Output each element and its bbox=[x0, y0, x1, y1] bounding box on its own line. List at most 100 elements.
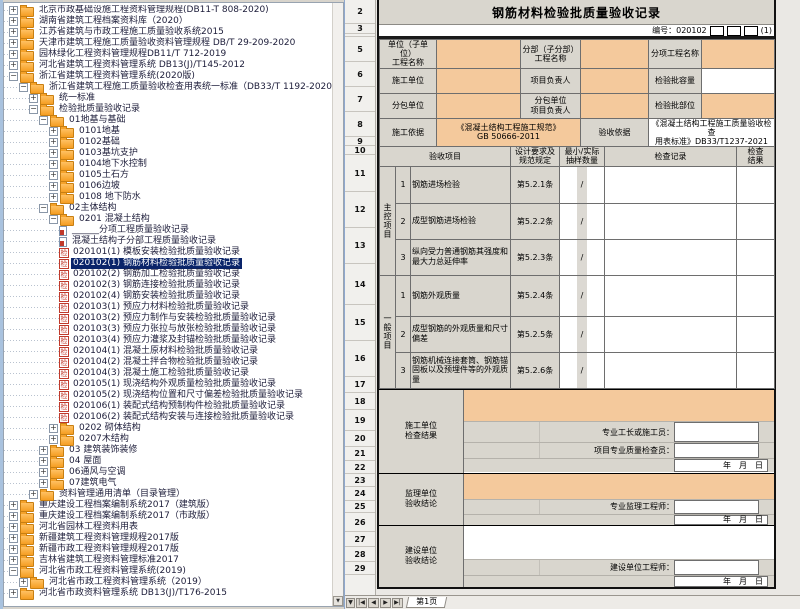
prev-sheet-button[interactable]: ◀ bbox=[368, 597, 379, 608]
sheet-scroll-down-button[interactable]: ▼ bbox=[346, 597, 355, 608]
project-manager-cell[interactable] bbox=[580, 67, 649, 94]
batch-location-cell[interactable] bbox=[701, 92, 775, 119]
tree-item[interactable]: ______分项工程质量验收记录 bbox=[4, 225, 333, 236]
expand-plus-toggle[interactable]: + bbox=[9, 588, 18, 598]
builder-date-cell[interactable]: 年 月 日 bbox=[674, 459, 768, 473]
expand-plus-toggle[interactable]: + bbox=[9, 533, 18, 543]
tree-item[interactable]: 检 020102(1) 钢筋材料检验批质量验收记录 bbox=[4, 258, 333, 269]
sampling-quantity-cell[interactable]: / bbox=[559, 274, 606, 317]
expand-plus-toggle[interactable]: + bbox=[9, 555, 18, 565]
tree-item[interactable]: + 新疆建筑工程资料管理规程2017版 bbox=[4, 532, 333, 545]
tree-item[interactable]: + 河北省建筑工程资料管理系统 DB13(J)/T145-2012 bbox=[4, 59, 333, 72]
owner-engineer-input[interactable] bbox=[674, 559, 759, 575]
check-record-cell[interactable] bbox=[604, 274, 738, 317]
tree-item[interactable]: 检 020102(4) 钢筋安装检验批质量验收记录 bbox=[4, 291, 333, 302]
expand-plus-toggle[interactable]: + bbox=[9, 16, 18, 26]
tree-item[interactable]: − 01地基与基础 bbox=[4, 114, 333, 127]
expand-plus-toggle[interactable]: + bbox=[39, 445, 48, 455]
expand-plus-toggle[interactable]: + bbox=[9, 511, 18, 521]
quality-inspector-input[interactable] bbox=[674, 443, 759, 459]
check-record-cell[interactable] bbox=[604, 202, 738, 240]
tree-item[interactable]: 混凝土结构子分部工程质量验收记录 bbox=[4, 236, 333, 247]
tree-item[interactable]: + 重庆建设工程档案编制系统2017（市政版） bbox=[4, 510, 333, 523]
collapse-minus-toggle[interactable]: − bbox=[49, 214, 58, 224]
tree-vertical-scrollbar[interactable]: ▼ bbox=[332, 3, 343, 606]
tree-item[interactable]: + 资料管理通用清单（目录管理） bbox=[4, 488, 333, 501]
tree-item[interactable]: +0207木结构 bbox=[4, 433, 333, 446]
collapse-minus-toggle[interactable]: − bbox=[9, 566, 18, 576]
tree-item[interactable]: 检 020103(4) 预应力灌浆及封锚检验批质量验收记录 bbox=[4, 335, 333, 346]
sheet-tab-page1[interactable]: 第1页 bbox=[405, 597, 448, 608]
tree-item[interactable]: − 浙江省建筑工程资料管理系统(2020版) bbox=[4, 70, 333, 83]
tree-item[interactable]: 检 020105(2) 现浇结构位置和尺寸偏差检验批质量验收记录 bbox=[4, 390, 333, 401]
tree-item[interactable]: 检 020103(2) 预应力制作与安装检验批质量验收记录 bbox=[4, 313, 333, 324]
batch-capacity-cell[interactable] bbox=[701, 67, 775, 94]
tree-item[interactable]: 检 020103(3) 预应力张拉与放张检验批质量验收记录 bbox=[4, 324, 333, 335]
tree-item[interactable]: 检 020104(3) 混凝土施工检验批质量验收记录 bbox=[4, 368, 333, 379]
tree-item[interactable]: +0101地基 bbox=[4, 125, 333, 138]
next-sheet-button[interactable]: ▶ bbox=[380, 597, 391, 608]
expand-plus-toggle[interactable]: + bbox=[49, 423, 58, 433]
tree-item[interactable]: 检 020101(1) 模板安装检验批质量验收记录 bbox=[4, 247, 333, 258]
tree-item[interactable]: +07建筑电气 bbox=[4, 477, 333, 490]
acceptance-basis-value[interactable]: 《混凝土结构工程施工质量验收检查 用表标准》DB33/T1237-2021 bbox=[648, 117, 775, 148]
tree-item[interactable]: +0105土石方 bbox=[4, 169, 333, 182]
expand-plus-toggle[interactable]: + bbox=[29, 489, 38, 499]
subitem-name-cell[interactable] bbox=[701, 39, 775, 69]
expand-plus-toggle[interactable]: + bbox=[9, 49, 18, 59]
collapse-minus-toggle[interactable]: − bbox=[29, 104, 38, 114]
expand-plus-toggle[interactable]: + bbox=[49, 170, 58, 180]
foreman-signature-input[interactable] bbox=[674, 422, 759, 443]
check-record-cell[interactable] bbox=[604, 165, 738, 204]
tree-item[interactable]: + 园林绿化工程资料管理规程DB11/T 712-2019 bbox=[4, 48, 333, 61]
collapse-minus-toggle[interactable]: − bbox=[39, 115, 48, 125]
tree-item[interactable]: +0104地下水控制 bbox=[4, 158, 333, 171]
expand-plus-toggle[interactable]: + bbox=[9, 27, 18, 37]
check-result-cell[interactable] bbox=[736, 165, 776, 204]
tree-item[interactable]: + 天津市建筑工程施工质量验收资料管理规程 DB/T 29-209-2020 bbox=[4, 37, 333, 50]
tree-item[interactable]: 检 020104(2) 混凝土拌合物检验批质量验收记录 bbox=[4, 357, 333, 368]
expand-plus-toggle[interactable]: + bbox=[49, 126, 58, 136]
owner-date-cell[interactable]: 年 月 日 bbox=[674, 575, 768, 587]
serial-digit-box[interactable] bbox=[726, 25, 741, 36]
tree-item[interactable]: +0202 砌体结构 bbox=[4, 422, 333, 435]
expand-plus-toggle[interactable]: + bbox=[9, 544, 18, 554]
collapse-minus-toggle[interactable]: − bbox=[19, 82, 28, 92]
contractor-cell[interactable] bbox=[436, 67, 521, 94]
expand-plus-toggle[interactable]: + bbox=[19, 577, 28, 587]
supervisor-date-cell[interactable]: 年 月 日 bbox=[674, 514, 768, 525]
supervisor-conclusion-cell[interactable] bbox=[464, 473, 774, 500]
expand-plus-toggle[interactable]: + bbox=[49, 192, 58, 202]
sampling-quantity-cell[interactable]: / bbox=[559, 165, 606, 204]
subcontractor-cell[interactable] bbox=[436, 92, 521, 119]
collapse-minus-toggle[interactable]: − bbox=[39, 203, 48, 213]
tree-item[interactable]: 检 020103(1) 预应力材料检验批质量验收记录 bbox=[4, 302, 333, 313]
tree-item[interactable]: − 02主体结构 bbox=[4, 202, 333, 215]
tree-item[interactable]: 检 020105(1) 现浇结构外观质量检验批质量验收记录 bbox=[4, 379, 333, 390]
tree-item[interactable]: 检 020102(3) 钢筋连接检验批质量验收记录 bbox=[4, 280, 333, 291]
builder-conclusion-cell[interactable] bbox=[464, 389, 774, 423]
expand-plus-toggle[interactable]: + bbox=[49, 148, 58, 158]
tree-item[interactable]: +03 建筑装饰装修 bbox=[4, 444, 333, 457]
check-record-cell[interactable] bbox=[604, 238, 738, 276]
expand-plus-toggle[interactable]: + bbox=[39, 478, 48, 488]
check-result-cell[interactable] bbox=[736, 315, 776, 353]
expand-plus-toggle[interactable]: + bbox=[9, 60, 18, 70]
tree-item[interactable]: − 0201 混凝土结构 bbox=[4, 213, 333, 226]
expand-plus-toggle[interactable]: + bbox=[9, 5, 18, 15]
construction-basis-value[interactable]: 《混凝土结构工程施工规范》 GB 50666-2011 bbox=[436, 117, 581, 148]
tree-item[interactable]: + 河北省市政资料管理系统 DB13(J)/T176-2015 bbox=[4, 587, 333, 600]
check-result-cell[interactable] bbox=[736, 238, 776, 276]
expand-plus-toggle[interactable]: + bbox=[29, 93, 38, 103]
tree-item[interactable]: + 吉林省建筑工程资料管理标准2017 bbox=[4, 554, 333, 567]
tree-item[interactable]: + 江苏省建筑与市政工程施工质量验收系统2015 bbox=[4, 26, 333, 39]
tree-item[interactable]: +04 屋面 bbox=[4, 455, 333, 468]
division-name-cell[interactable] bbox=[580, 39, 649, 69]
last-sheet-button[interactable]: ▶| bbox=[392, 597, 403, 608]
tree-item[interactable]: − 检验批质量验收记录 bbox=[4, 103, 333, 116]
expand-plus-toggle[interactable]: + bbox=[39, 456, 48, 466]
sampling-quantity-cell[interactable]: / bbox=[559, 315, 606, 353]
tree-item[interactable]: +0103基坑支护 bbox=[4, 147, 333, 160]
check-record-cell[interactable] bbox=[604, 351, 738, 389]
expand-plus-toggle[interactable]: + bbox=[49, 434, 58, 444]
